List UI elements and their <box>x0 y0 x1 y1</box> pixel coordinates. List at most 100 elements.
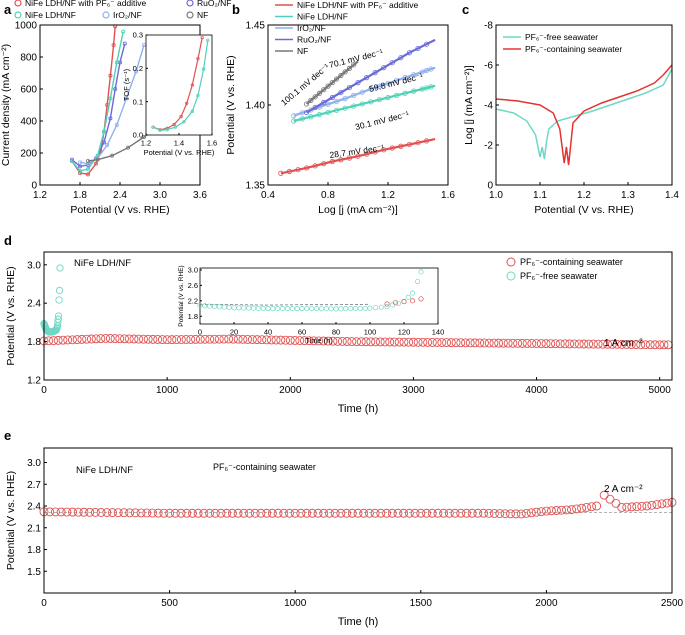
e-series-point <box>439 508 449 518</box>
d-series-point-red <box>300 336 309 346</box>
d-inset-point-green <box>333 306 339 312</box>
b-series-point-0 <box>406 141 413 148</box>
e-series-point <box>605 494 615 504</box>
d-series-point-red <box>342 337 352 346</box>
panel-e-letter: e <box>4 428 11 443</box>
b-series-point-1 <box>308 114 314 120</box>
a-series-point-4 <box>126 145 131 150</box>
a-legend-label: NF <box>197 10 208 20</box>
e-series-point <box>165 508 175 518</box>
e-ytick-label: 1.5 <box>27 567 41 578</box>
d-series-point-red <box>513 338 523 348</box>
d-plot-frame <box>43 251 673 381</box>
b-series-point-3 <box>303 109 310 116</box>
e-series-point <box>567 505 576 515</box>
d-legend-label: PF₆⁻-free seawater <box>520 271 597 281</box>
a-series-point-2 <box>114 60 119 65</box>
d-series-point-red <box>574 339 584 349</box>
e-series-point <box>170 508 180 518</box>
d-inset-point-green <box>409 290 416 296</box>
e-series-point <box>313 508 323 518</box>
b-series-point-3 <box>346 84 353 91</box>
e-series-point <box>617 503 627 512</box>
e-series-point <box>256 508 266 518</box>
a-ytick-label: 400 <box>20 117 37 128</box>
e-series-point <box>227 508 237 518</box>
d-series-point-red <box>579 339 589 349</box>
a-legend-label: NiFe LDH/NF <box>25 10 76 20</box>
e-series-point <box>611 498 621 508</box>
a-series-point-3 <box>86 161 91 166</box>
d-inset-point-red <box>409 298 416 304</box>
e-series-point <box>96 508 106 517</box>
e-series-point <box>267 508 277 518</box>
d-series-point-red <box>271 335 281 345</box>
e-xlabel: Time (h) <box>338 616 379 628</box>
a-inset-point-1 <box>165 128 169 132</box>
d-inset-point-red <box>401 299 407 305</box>
e-series-point <box>479 508 489 518</box>
e-series-point <box>108 508 117 518</box>
a-xtick-label: 2.4 <box>113 190 127 201</box>
e-series-point <box>546 506 556 516</box>
d-series-point-red <box>58 335 68 345</box>
d-series-point-red <box>408 337 418 347</box>
e-series-point <box>516 509 526 519</box>
d-series-point-red <box>347 337 357 347</box>
a-series-point-2 <box>108 96 113 101</box>
c-xlabel: Potential (V vs. RHE) <box>534 204 633 216</box>
d-series-point-red <box>517 338 527 348</box>
e-text-label: NiFe LDH/NF <box>76 465 133 476</box>
a-inset-ytick-label: 0.0 <box>133 131 143 140</box>
b-series-point-4 <box>329 80 335 86</box>
a-legend-marker <box>14 0 22 7</box>
e-series-point <box>73 507 83 517</box>
d-series-point-red <box>181 335 191 344</box>
d-series-point-red <box>191 334 201 344</box>
d-series-point-red <box>91 334 101 344</box>
b-series-point-3 <box>321 99 327 106</box>
e-series-point <box>382 508 391 518</box>
d-inset-ytick-label: 2.6 <box>188 281 198 290</box>
e-ytick-label: 3.0 <box>27 458 41 469</box>
d-series-point-red <box>157 335 167 345</box>
e-series-point <box>577 503 587 513</box>
e-series-point <box>622 502 632 512</box>
d-series-point-red <box>72 335 82 345</box>
e-series-point <box>113 508 123 518</box>
d-series-point-red <box>352 337 362 347</box>
d-series-point-red <box>86 334 96 344</box>
e-series-point <box>125 508 135 518</box>
d-series-point-red <box>470 338 480 348</box>
b-slope-annotation: 30.1 mV dec⁻¹ <box>354 109 410 132</box>
a-series-point-2 <box>121 29 126 34</box>
d-xtick-label: 1000 <box>156 385 179 396</box>
d-series-point-red <box>328 336 338 346</box>
d-inset-point-green <box>367 305 373 311</box>
a-ylabel: Current density (mA cm⁻²) <box>0 44 12 166</box>
e-series-point <box>387 508 397 518</box>
d-inset-point-green <box>207 303 213 309</box>
e-xtick-label: 500 <box>161 598 178 609</box>
d-series-point-red <box>337 336 347 346</box>
e-series-point <box>657 499 667 509</box>
a-series-point-4 <box>110 153 115 158</box>
d-inset-xtick-label: 120 <box>398 328 411 337</box>
d-inset-point-green <box>309 306 315 312</box>
d-series-point-red <box>617 339 627 349</box>
b-series-point-1 <box>402 90 408 96</box>
d-inset-point-green <box>314 306 320 312</box>
d-series-point-red <box>461 338 470 348</box>
c-ylabel: Log [j (mA cm⁻²)] <box>463 65 475 145</box>
e-series-point <box>262 508 272 518</box>
e-series-point <box>245 508 254 518</box>
a-inset-point-0 <box>196 57 200 61</box>
b-fit-line-4 <box>305 60 359 105</box>
d-inset-point-green <box>384 304 390 310</box>
a-series-point-2 <box>78 168 83 173</box>
b-series-point-1 <box>325 109 331 116</box>
e-series-point <box>582 503 592 512</box>
b-series-point-2 <box>342 96 348 102</box>
e-series-point <box>210 508 220 518</box>
d-series-point-red <box>480 338 489 348</box>
